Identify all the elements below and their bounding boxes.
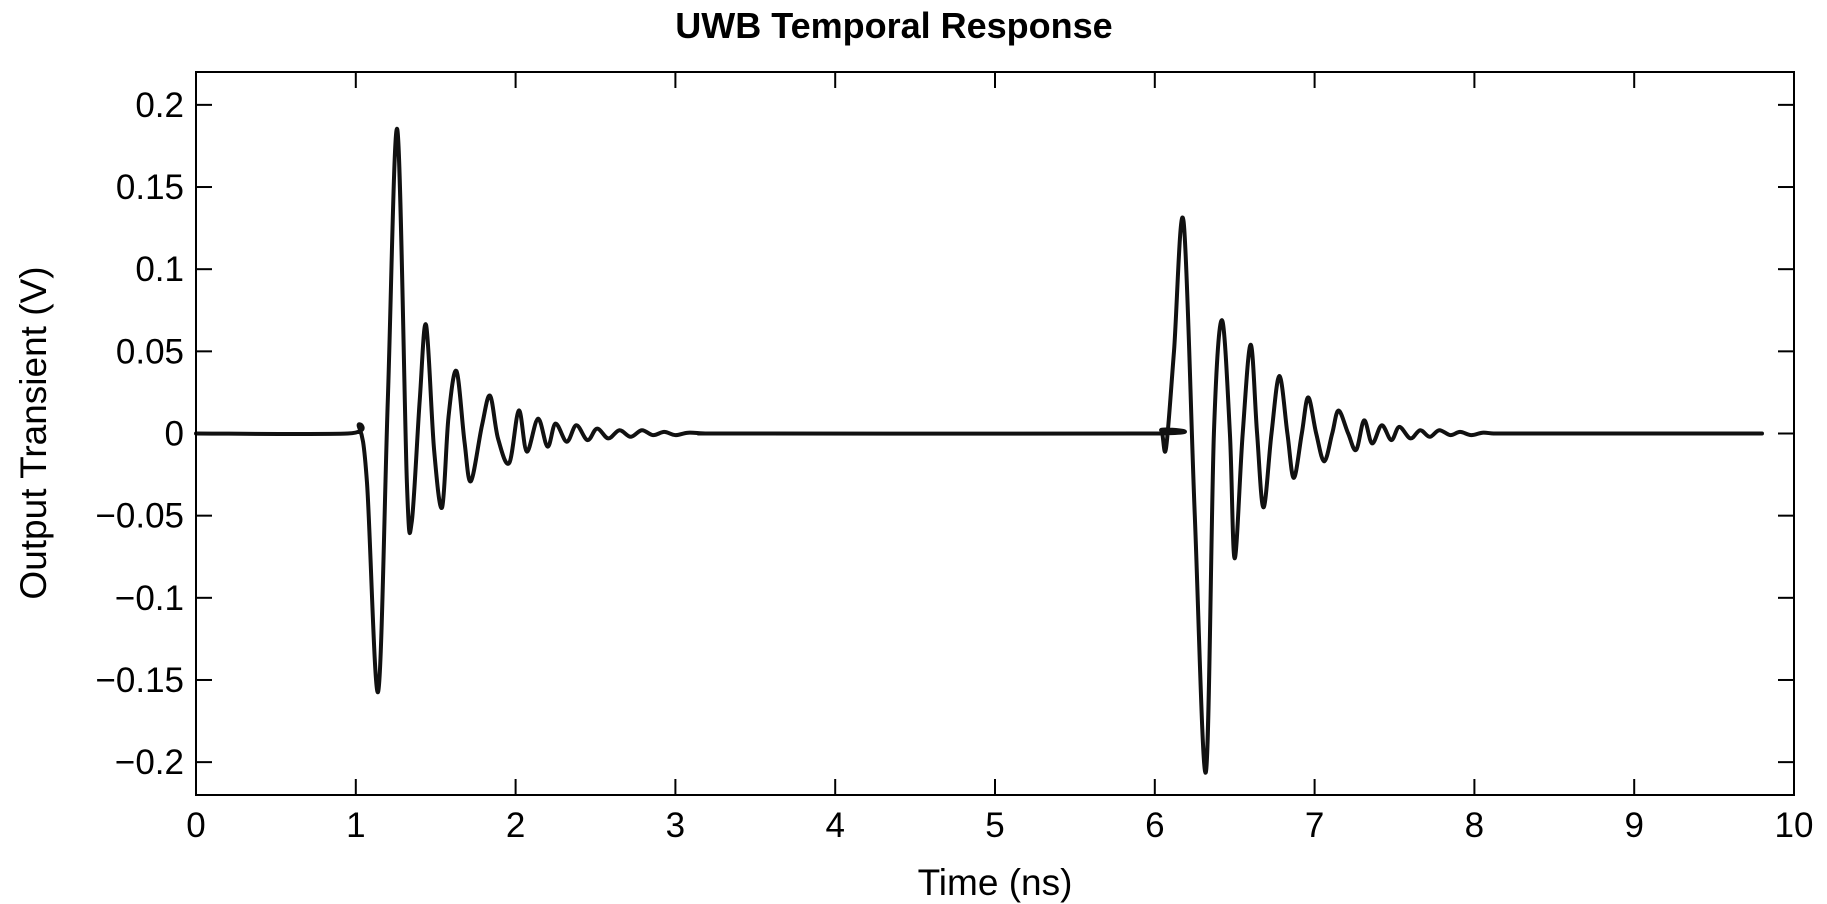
x-axis-label: Time (ns) <box>918 862 1073 903</box>
x-axis: 0 1 2 3 4 5 6 7 8 9 10 <box>186 72 1813 845</box>
y-tick-label: −0.15 <box>95 661 184 700</box>
series-line <box>194 127 1764 775</box>
y-tick-label: −0.1 <box>115 579 184 618</box>
y-tick-label: 0.05 <box>116 332 184 371</box>
x-tick-label: 5 <box>985 806 1004 845</box>
x-tick-label: 6 <box>1145 806 1164 845</box>
x-tick-label: 4 <box>825 806 844 845</box>
x-tick-label: 10 <box>1775 806 1814 845</box>
chart-title: UWB Temporal Response <box>675 5 1112 46</box>
x-tick-label: 3 <box>666 806 685 845</box>
x-tick-label: 8 <box>1465 806 1484 845</box>
x-tick-label: 0 <box>186 806 205 845</box>
y-axis: 0.2 0.15 0.1 0.05 0 −0.05 −0.1 −0.15 −0.2 <box>95 86 1794 782</box>
x-tick-label: 7 <box>1305 806 1324 845</box>
x-tick-label: 2 <box>506 806 525 845</box>
y-tick-label: −0.2 <box>115 743 184 782</box>
y-tick-label: 0.1 <box>135 250 184 289</box>
y-tick-label: 0.15 <box>116 168 184 207</box>
y-tick-label: −0.05 <box>95 497 184 536</box>
y-tick-label: 0 <box>165 415 184 454</box>
x-tick-label: 1 <box>346 806 365 845</box>
x-tick-label: 9 <box>1624 806 1643 845</box>
y-axis-label: Output Transient (V) <box>13 266 54 599</box>
plot-frame <box>195 71 1795 796</box>
y-tick-label: 0.2 <box>135 86 184 125</box>
